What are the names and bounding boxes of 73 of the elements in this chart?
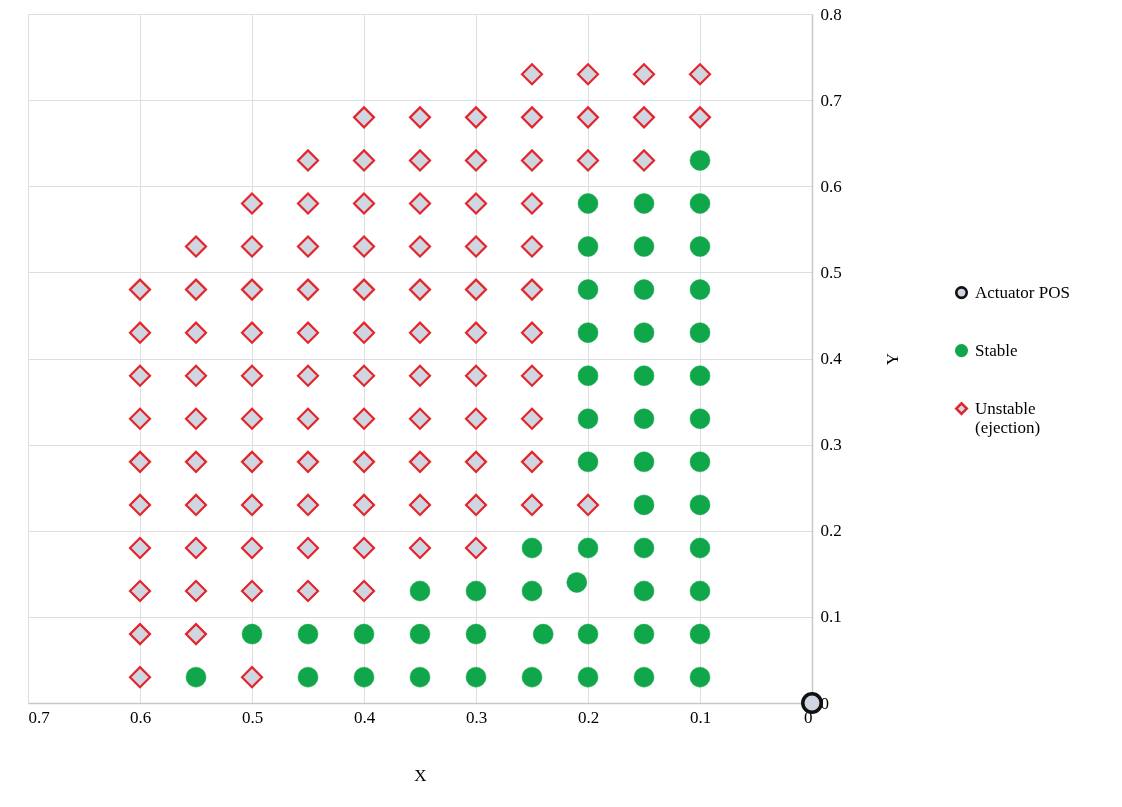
x-tick-label: 0.2 bbox=[577, 707, 600, 727]
point bbox=[689, 537, 711, 559]
y-tick-label: 0.6 bbox=[820, 176, 842, 196]
y-tick-label: 0.1 bbox=[820, 607, 842, 627]
point bbox=[633, 451, 655, 473]
point bbox=[577, 365, 599, 386]
point bbox=[577, 279, 599, 300]
point bbox=[521, 666, 543, 688]
x-tick-label: 0.5 bbox=[241, 707, 264, 727]
point bbox=[465, 666, 487, 688]
legend-label: Stable bbox=[975, 340, 1018, 360]
point bbox=[241, 623, 263, 645]
point bbox=[577, 666, 599, 688]
legend-label: Actuator POS bbox=[975, 282, 1070, 302]
point bbox=[577, 322, 599, 343]
point bbox=[633, 537, 655, 559]
point bbox=[689, 365, 711, 386]
x-axis-title: X bbox=[414, 765, 427, 785]
point bbox=[297, 623, 319, 645]
point bbox=[409, 580, 431, 602]
point bbox=[577, 537, 599, 559]
point bbox=[689, 408, 711, 430]
point bbox=[566, 572, 588, 593]
point bbox=[689, 451, 711, 473]
point bbox=[633, 279, 655, 300]
point bbox=[521, 537, 543, 559]
y-tick-label: 0.4 bbox=[820, 349, 843, 368]
point bbox=[577, 623, 599, 645]
point bbox=[353, 666, 375, 688]
x-tick-label: 0.4 bbox=[353, 707, 376, 727]
point bbox=[521, 580, 543, 602]
x-tick-label: 0.7 bbox=[28, 707, 51, 727]
point bbox=[532, 623, 554, 645]
point bbox=[633, 236, 655, 257]
point bbox=[633, 322, 655, 343]
point bbox=[689, 580, 711, 602]
x-tick-label: 0.1 bbox=[689, 707, 712, 727]
point bbox=[801, 692, 823, 714]
point bbox=[689, 236, 711, 257]
y-tick-label: 0.5 bbox=[820, 262, 842, 282]
point bbox=[689, 494, 711, 516]
point bbox=[633, 623, 655, 645]
point bbox=[633, 494, 655, 516]
point bbox=[689, 150, 711, 171]
point bbox=[577, 236, 599, 257]
x-tick-label: 0.6 bbox=[129, 707, 152, 727]
point bbox=[689, 666, 711, 688]
point bbox=[409, 666, 431, 688]
point bbox=[633, 580, 655, 602]
legend-label: Unstable (ejection) bbox=[975, 398, 1041, 437]
y-axis-title: Y bbox=[882, 352, 902, 366]
y-tick-label: 0.3 bbox=[820, 435, 842, 455]
point bbox=[633, 365, 655, 386]
point bbox=[577, 451, 599, 473]
point bbox=[689, 322, 711, 343]
x-tick-label: 0.3 bbox=[465, 707, 488, 727]
point bbox=[465, 623, 487, 645]
point bbox=[689, 193, 711, 214]
point bbox=[465, 580, 487, 602]
y-tick-label: 0.2 bbox=[820, 521, 842, 541]
point bbox=[577, 193, 599, 214]
y-tick-label: 0.7 bbox=[820, 90, 843, 110]
point bbox=[353, 623, 375, 645]
point bbox=[633, 666, 655, 688]
y-tick-label: 0.8 bbox=[820, 4, 842, 24]
point bbox=[409, 623, 431, 645]
point bbox=[185, 666, 207, 688]
point bbox=[633, 408, 655, 430]
point bbox=[633, 193, 655, 214]
point bbox=[297, 666, 319, 688]
point bbox=[689, 623, 711, 645]
point bbox=[577, 408, 599, 430]
point bbox=[689, 279, 711, 300]
